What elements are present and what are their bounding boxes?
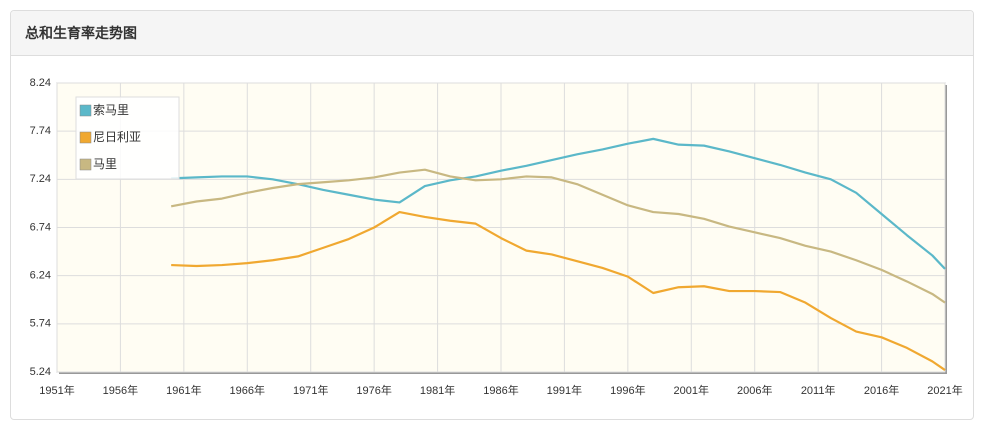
- panel-title: 总和生育率走势图: [11, 11, 973, 56]
- x-tick-label: 2011年: [801, 383, 836, 397]
- x-tick-label: 1976年: [356, 383, 391, 397]
- x-tick-label: 2006年: [737, 383, 772, 397]
- y-tick-label: 8.24: [30, 77, 51, 89]
- y-tick-label: 6.74: [30, 221, 51, 233]
- y-tick-label: 5.74: [30, 318, 51, 330]
- x-tick-label: 2001年: [674, 383, 709, 397]
- x-tick-label: 1966年: [230, 383, 265, 397]
- x-tick-label: 1956年: [103, 383, 138, 397]
- x-tick-label: 1951年: [39, 383, 74, 397]
- legend-label: 索马里: [93, 103, 129, 117]
- x-tick-label: 1971年: [293, 383, 328, 397]
- x-tick-label: 1986年: [483, 383, 518, 397]
- legend-swatch: [79, 158, 92, 171]
- legend-box: [75, 96, 180, 180]
- y-tick-label: 6.24: [30, 270, 51, 282]
- y-tick-label: 5.24: [30, 366, 51, 378]
- y-tick-label: 7.74: [30, 125, 51, 137]
- legend-swatch: [79, 131, 92, 144]
- legend-swatch: [79, 104, 92, 117]
- x-tick-label: 1991年: [547, 383, 582, 397]
- series-line: [170, 168, 946, 304]
- series-line: [171, 210, 946, 371]
- x-tick-label: 1996年: [610, 383, 645, 397]
- y-tick-label: 7.24: [30, 173, 51, 185]
- x-tick-label: 1981年: [420, 383, 455, 397]
- series-line: [171, 137, 946, 270]
- legend-label: 尼日利亚: [93, 130, 141, 144]
- legend-label: 马里: [93, 157, 117, 171]
- x-tick-label: 2016年: [864, 383, 899, 397]
- x-tick-label: 1961年: [166, 383, 201, 397]
- x-tick-label: 2021年: [927, 383, 962, 397]
